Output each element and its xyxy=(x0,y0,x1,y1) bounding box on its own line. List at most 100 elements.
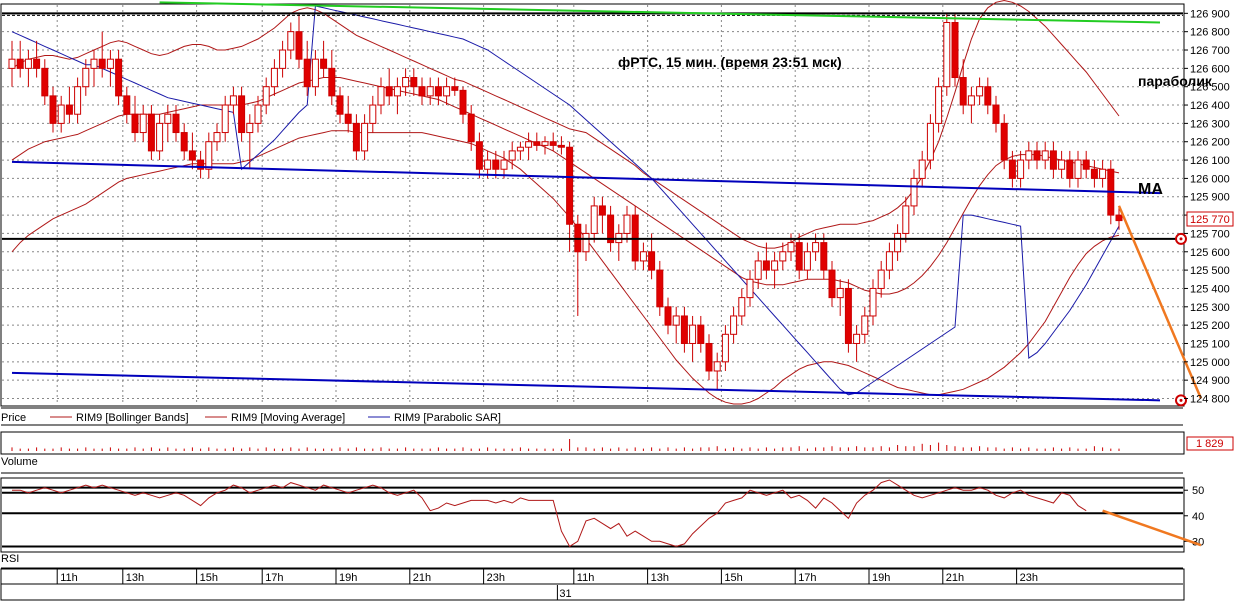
candle-up xyxy=(484,159,492,170)
bollinger-upper-line xyxy=(11,0,1120,249)
parabolic-sar-line xyxy=(11,5,1120,396)
candle-down xyxy=(697,324,705,344)
candle-down xyxy=(656,269,664,308)
time-label: 15h xyxy=(724,572,742,584)
candle-down xyxy=(295,31,303,60)
candle-up xyxy=(894,232,902,253)
candle-down xyxy=(147,113,155,152)
candle-up xyxy=(926,122,934,161)
candle-up xyxy=(721,333,729,363)
candle-down xyxy=(1090,168,1098,179)
candle-down xyxy=(197,159,205,170)
candle-down xyxy=(115,58,123,97)
price-tick-label: 126 900 xyxy=(1190,8,1230,20)
candle-up xyxy=(779,251,787,262)
candle-up xyxy=(787,242,795,253)
time-label: 17h xyxy=(798,572,816,584)
parabolic-annotation: параболик xyxy=(1138,73,1213,89)
volume-panel-border xyxy=(0,431,1185,455)
candle-down xyxy=(98,58,106,69)
candle-up xyxy=(262,86,270,106)
candle-down xyxy=(1008,159,1016,179)
candle-up xyxy=(885,251,893,271)
candle-up xyxy=(1017,159,1025,179)
candle-up xyxy=(311,58,319,88)
candle-up xyxy=(393,86,401,97)
candle-down xyxy=(533,141,541,146)
candle-up xyxy=(541,141,549,146)
candle-down xyxy=(410,77,418,88)
candle-up xyxy=(205,141,213,170)
time-label: 21h xyxy=(946,572,964,584)
trendlines xyxy=(2,1,1203,407)
price-grid xyxy=(2,5,1183,405)
legend-entry: RIM9 [Moving Average] xyxy=(231,412,345,424)
price-tick-label: 125 600 xyxy=(1190,247,1230,259)
price-tick-label: 125 000 xyxy=(1190,357,1230,369)
candle-down xyxy=(328,67,336,97)
time-label: 23h xyxy=(487,572,505,584)
level-marker-dot xyxy=(1179,398,1183,402)
candle-up xyxy=(976,86,984,97)
candle-up xyxy=(836,287,844,299)
candle-down xyxy=(33,58,41,69)
candle-down xyxy=(959,77,967,106)
chart-title: фРТС, 15 мин. (время 23:51 мск) xyxy=(618,54,842,70)
candle-down xyxy=(844,287,852,344)
price-tick-label: 125 900 xyxy=(1190,192,1230,204)
candle-down xyxy=(762,260,770,271)
candle-down xyxy=(705,342,713,372)
forecast-arrow-price xyxy=(1117,205,1203,399)
candle-up xyxy=(213,132,221,143)
price-tick-label: 126 600 xyxy=(1190,63,1230,75)
candle-up xyxy=(639,251,647,262)
time-label: 19h xyxy=(872,572,890,584)
candle-down xyxy=(475,141,483,170)
candle-up xyxy=(861,315,869,335)
candle-down xyxy=(828,269,836,299)
time-label: 19h xyxy=(339,572,357,584)
price-tick-label: 125 700 xyxy=(1190,228,1230,240)
candle-down xyxy=(492,159,500,170)
price-tick-label: 125 300 xyxy=(1190,302,1230,314)
candle-down xyxy=(664,306,672,326)
time-label: 17h xyxy=(265,572,283,584)
candle-up xyxy=(426,86,434,97)
candle-down xyxy=(303,58,311,88)
candle-up xyxy=(746,278,754,299)
price-tick-label: 126 200 xyxy=(1190,137,1230,149)
candle-up xyxy=(74,86,82,115)
candle-up xyxy=(377,86,385,106)
candle-down xyxy=(566,146,574,225)
price-panel xyxy=(0,3,1185,569)
candle-up xyxy=(82,67,90,88)
candle-up xyxy=(967,95,975,106)
last-price-label: 125 770 xyxy=(1190,214,1230,226)
candle-up xyxy=(229,95,237,106)
candle-down xyxy=(49,95,57,124)
rsi-tick-label: 50 xyxy=(1192,485,1204,497)
rsi-panel-border xyxy=(0,477,1185,553)
candle-up xyxy=(24,58,32,69)
candle-down xyxy=(385,86,393,97)
volume-last-box xyxy=(1186,436,1234,451)
trendline-blue-lower xyxy=(11,371,1161,402)
candle-down xyxy=(680,315,688,344)
candle-down xyxy=(992,104,1000,124)
candle-up xyxy=(500,159,508,170)
candle-down xyxy=(557,144,565,148)
time-label: 11h xyxy=(577,572,595,584)
candlesticks xyxy=(8,13,1123,390)
candle-up xyxy=(516,146,524,152)
candle-down xyxy=(984,86,992,106)
candle-down xyxy=(820,242,828,271)
trendline-blue-upper xyxy=(11,160,1161,195)
price-tick-label: 125 100 xyxy=(1190,338,1230,350)
candle-up xyxy=(730,315,738,335)
candle-down xyxy=(1049,150,1057,170)
candle-up xyxy=(754,260,762,280)
rsi-line xyxy=(12,479,1087,548)
candle-down xyxy=(41,67,49,97)
candle-up xyxy=(90,58,98,69)
moving-average-line xyxy=(11,77,1120,295)
